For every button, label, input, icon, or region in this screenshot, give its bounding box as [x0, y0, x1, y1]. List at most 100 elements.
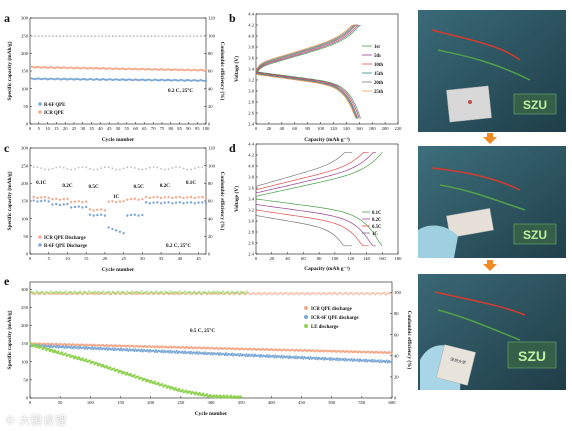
point-e-ce-0 — [140, 293, 143, 296]
xtick-label-d-5: 100 — [331, 256, 339, 261]
point-e-1 — [112, 349, 115, 352]
legend-label-b-4: 20th — [374, 81, 383, 86]
point-e-ce-0 — [249, 293, 252, 296]
ytick-label-e-4: 200 — [21, 323, 29, 328]
point-c-ce — [175, 166, 177, 168]
point-e-ce-2 — [221, 290, 225, 293]
point-a-1 — [138, 68, 141, 71]
point-e-1 — [126, 347, 129, 351]
point-e-ce-2 — [231, 290, 234, 293]
xtick-label-a-12: 60 — [133, 126, 138, 131]
point-c-0 — [88, 208, 92, 211]
point-c-ce — [85, 166, 88, 169]
point-a-1 — [145, 68, 148, 71]
point-a-1 — [123, 68, 127, 71]
point-a-1 — [85, 67, 88, 70]
point-e-ce-0 — [375, 292, 379, 295]
point-a-0 — [138, 79, 141, 82]
point-e-ce-0 — [189, 293, 192, 296]
point-a-0 — [196, 79, 199, 82]
point-a-0 — [101, 78, 104, 81]
point-e-ce-0 — [350, 291, 353, 295]
point-a-0 — [109, 78, 113, 81]
point-c-0 — [51, 198, 54, 201]
point-e-1 — [259, 353, 263, 357]
legend-label-c-1: R-6F QPE Discharge — [44, 244, 87, 249]
ytick-label-b-2: 2.8 — [248, 100, 254, 105]
point-e-ce-2 — [193, 290, 196, 293]
point-a-0 — [85, 78, 88, 81]
point-e-2 — [88, 359, 91, 362]
point-e-ce-2 — [33, 292, 36, 295]
point-c-0 — [178, 195, 181, 199]
point-e-1 — [70, 345, 73, 348]
y2tick-label-c-4: 80 — [208, 181, 213, 186]
point-a-0 — [134, 78, 137, 81]
point-e-ce-2 — [138, 292, 141, 295]
xtick-label-e-6: 300 — [208, 400, 216, 405]
point-e-ce-2 — [198, 290, 201, 293]
point-c-1 — [182, 202, 185, 205]
y2tick-label-a-5: 100 — [208, 33, 216, 38]
y2tick-label-c-2: 40 — [208, 216, 213, 221]
point-a-0 — [169, 79, 172, 82]
point-e-ce-2 — [149, 290, 152, 293]
point-e-ce-2 — [245, 290, 248, 293]
point-e-1 — [197, 352, 200, 356]
point-a-0 — [166, 78, 169, 81]
curve-d-discharge-2 — [255, 209, 369, 247]
point-a-1 — [34, 66, 37, 69]
point-a-0 — [118, 78, 121, 82]
point-e-ce-0 — [69, 292, 73, 296]
point-a-0 — [167, 78, 171, 81]
point-a-ce — [62, 35, 65, 38]
point-e-ce-2 — [39, 291, 42, 294]
ytick-label-e-3: 150 — [21, 341, 29, 346]
point-a-0 — [58, 78, 62, 81]
point-e-ce-0 — [328, 291, 331, 295]
point-c-0 — [40, 196, 43, 199]
point-c-0 — [148, 196, 152, 200]
point-a-1 — [32, 66, 35, 69]
point-e-ce-2 — [80, 292, 83, 295]
point-c-0 — [174, 196, 178, 199]
y2tick-label-a-3: 60 — [208, 69, 213, 74]
photo-2: SZU — [418, 146, 566, 258]
point-c-1 — [47, 200, 50, 203]
point-a-ce — [171, 35, 174, 38]
point-a-0 — [53, 78, 56, 81]
point-a-1 — [157, 68, 160, 71]
point-c-0 — [122, 200, 125, 203]
point-a-0 — [116, 78, 120, 81]
point-a-0 — [204, 79, 208, 82]
point-e-ce-0 — [357, 293, 360, 296]
point-e-ce-2 — [240, 290, 243, 294]
point-c-1 — [126, 214, 129, 217]
point-e-1 — [153, 350, 156, 353]
point-a-0 — [185, 79, 188, 82]
point-e-ce-0 — [285, 291, 288, 295]
point-e-ce-0 — [276, 293, 279, 296]
point-a-1 — [173, 68, 176, 71]
xtick-label-e-5: 250 — [177, 400, 185, 405]
point-e-ce-0 — [254, 293, 257, 296]
curve-b-charge-2 — [255, 24, 359, 74]
ytick-label-c-4: 200 — [21, 181, 29, 186]
point-e-1 — [238, 354, 241, 357]
point-a-1 — [94, 67, 97, 70]
point-e-1 — [237, 353, 240, 356]
point-e-0 — [390, 352, 393, 355]
legend-label-e-2: LE discharge — [311, 325, 338, 330]
point-c-0 — [84, 200, 88, 203]
point-c-ce — [141, 168, 144, 171]
point-a-ce — [185, 35, 188, 38]
point-e-2 — [116, 368, 119, 372]
point-e-ce-2 — [40, 290, 44, 293]
point-e-2 — [95, 362, 99, 365]
point-e-ce-2 — [109, 292, 112, 295]
point-a-0 — [35, 77, 39, 80]
chart-c: Cycle number Specific capacity (mAh/g) C… — [6, 146, 226, 273]
point-c-1 — [148, 202, 152, 205]
point-e-ce-0 — [325, 293, 328, 296]
point-e-ce-0 — [379, 293, 382, 296]
